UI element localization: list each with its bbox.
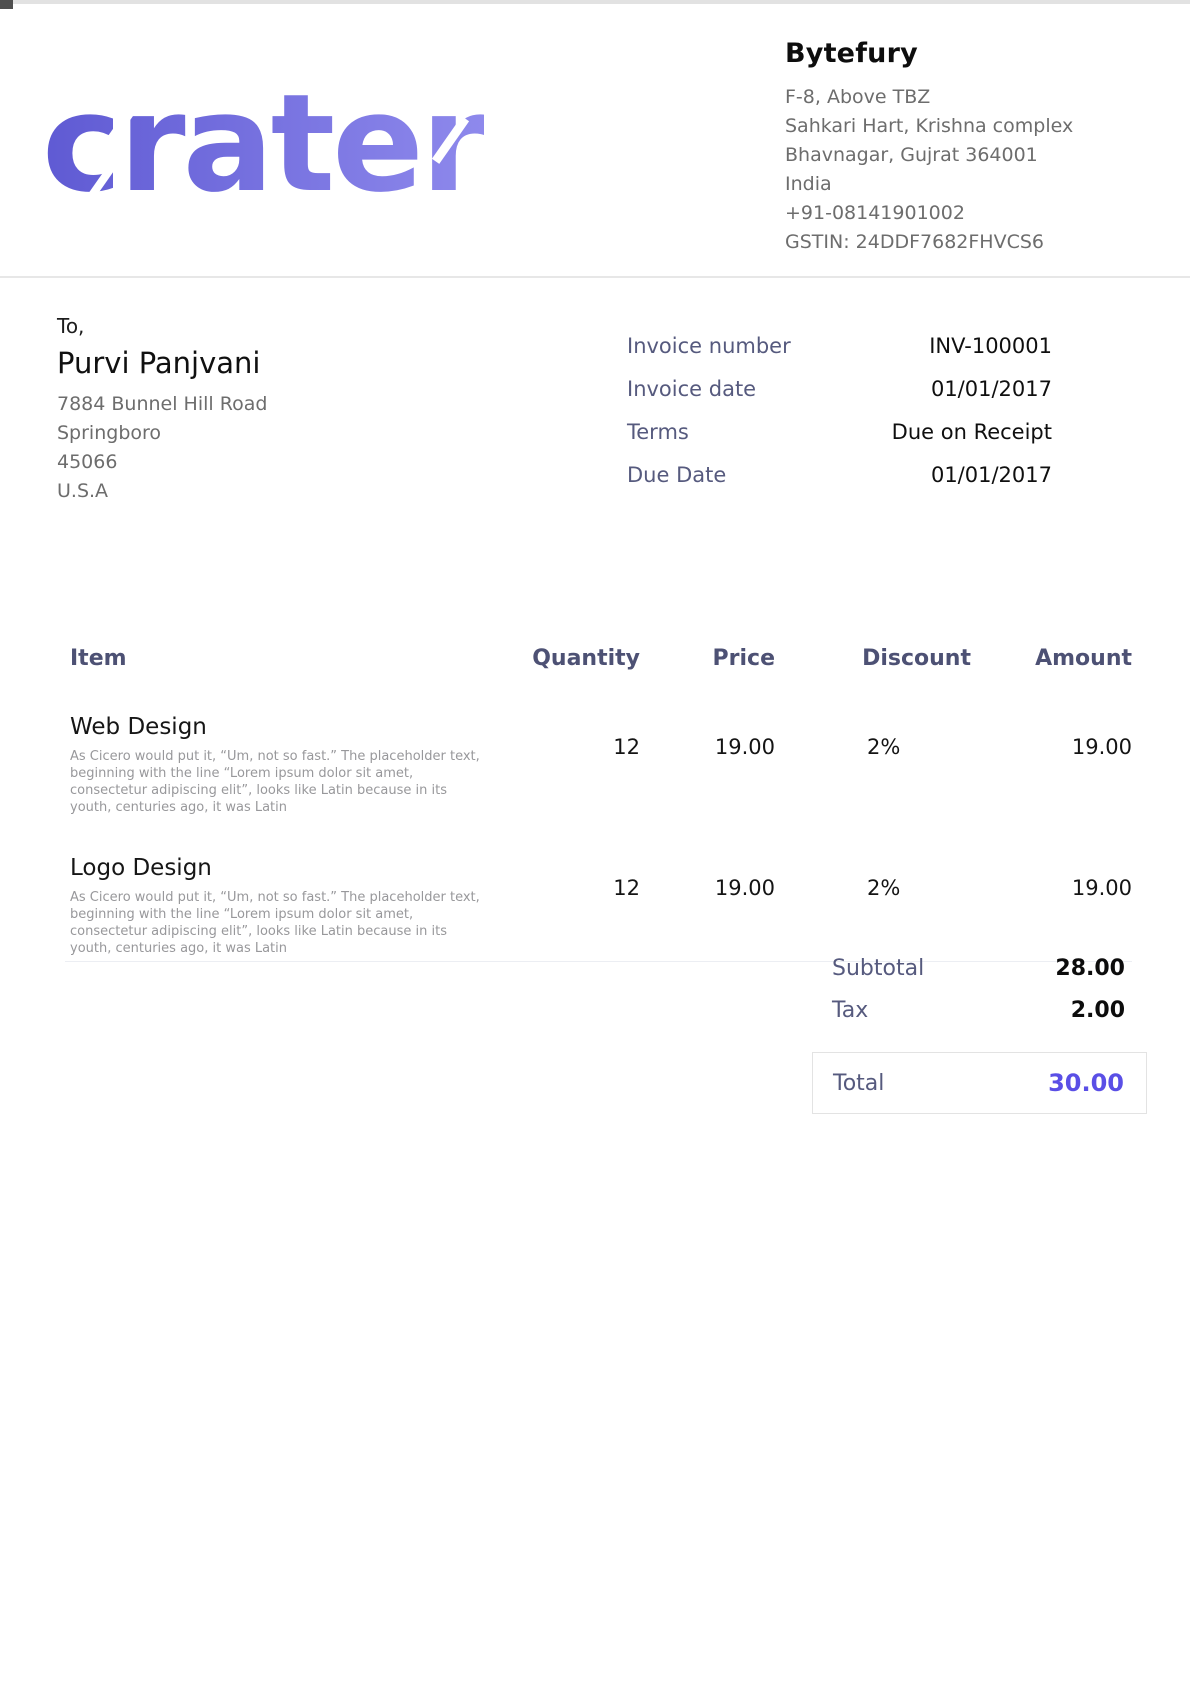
window-edge-artifact [0, 0, 1190, 4]
item-amount: 19.00 [1071, 876, 1132, 900]
invoice-number-label: Invoice number [627, 334, 791, 358]
company-gstin: GSTIN: 24DDF7682FHVCS6 [785, 231, 1044, 253]
company-address-line: India [785, 173, 832, 195]
totals-block: Subtotal 28.00 Tax 2.00 Total 30.00 [812, 956, 1147, 1114]
items-table: Item Quantity Price Discount Amount Web … [65, 646, 1132, 962]
item-cell: Logo Design As Cicero would put it, “Um,… [65, 852, 490, 957]
terms-value: Due on Receipt [891, 420, 1052, 444]
total-box: Total 30.00 [812, 1052, 1147, 1114]
item-name: Logo Design [70, 855, 212, 881]
crater-logo: crater [42, 76, 487, 211]
company-phone: +91-08141901002 [785, 202, 965, 224]
terms-label: Terms [627, 420, 689, 444]
customer-name: Purvi Panjvani [57, 346, 261, 380]
column-header-item: Item [70, 646, 127, 671]
customer-address-line: 7884 Bunnel Hill Road [57, 393, 268, 415]
crater-logo-text: crater [42, 65, 487, 222]
invoice-date-row: Invoice date 01/01/2017 [627, 377, 1052, 401]
header-divider [0, 276, 1190, 278]
item-description: As Cicero would put it, “Um, not so fast… [70, 890, 480, 956]
item-amount: 19.00 [1071, 735, 1132, 759]
customer-address-line: Springboro [57, 422, 162, 444]
items-table-header: Item Quantity Price Discount Amount [65, 646, 1132, 671]
customer-address-line: U.S.A [57, 480, 109, 502]
item-discount: 2% [867, 876, 901, 900]
item-discount: 2% [867, 735, 901, 759]
column-header-amount: Amount [1035, 646, 1132, 671]
tax-value: 2.00 [1070, 998, 1125, 1023]
due-date-row: Due Date 01/01/2017 [627, 463, 1052, 487]
invoice-meta: Invoice number INV-100001 Invoice date 0… [627, 334, 1052, 506]
table-row: Logo Design As Cicero would put it, “Um,… [65, 852, 1132, 957]
total-value: 30.00 [1048, 1069, 1124, 1097]
customer-address-line: 45066 [57, 451, 118, 473]
column-header-price: Price [712, 646, 775, 671]
subtotal-row: Subtotal 28.00 [812, 956, 1147, 981]
item-description: As Cicero would put it, “Um, not so fast… [70, 749, 480, 815]
tax-row: Tax 2.00 [812, 998, 1147, 1023]
due-date-label: Due Date [627, 463, 727, 487]
subtotal-label: Subtotal [832, 956, 925, 981]
company-address-line: Sahkari Hart, Krishna complex [785, 115, 1074, 137]
due-date-value: 01/01/2017 [930, 463, 1052, 487]
invoice-date-value: 01/01/2017 [930, 377, 1052, 401]
item-price: 19.00 [714, 735, 775, 759]
company-block: Bytefury F-8, Above TBZ Sahkari Hart, Kr… [785, 38, 1073, 257]
item-cell: Web Design As Cicero would put it, “Um, … [65, 711, 490, 816]
total-label: Total [833, 1070, 885, 1096]
item-quantity: 12 [613, 735, 640, 759]
invoice-date-label: Invoice date [627, 377, 757, 401]
bill-to-block: To, Purvi Panjvani 7884 Bunnel Hill Road… [57, 314, 267, 506]
item-quantity: 12 [613, 876, 640, 900]
column-header-quantity: Quantity [532, 646, 640, 671]
company-address-line: Bhavnagar, Gujrat 364001 [785, 144, 1038, 166]
customer-address: 7884 Bunnel Hill Road Springboro 45066 U… [57, 390, 267, 506]
tax-label: Tax [832, 998, 869, 1023]
item-name: Web Design [70, 714, 207, 740]
table-bottom-divider [65, 961, 1132, 962]
company-address-line: F-8, Above TBZ [785, 86, 931, 108]
column-header-discount: Discount [862, 646, 971, 671]
invoice-number-value: INV-100001 [929, 334, 1052, 358]
subtotal-value: 28.00 [1055, 956, 1125, 981]
table-row: Web Design As Cicero would put it, “Um, … [65, 711, 1132, 816]
company-address: F-8, Above TBZ Sahkari Hart, Krishna com… [785, 83, 1073, 257]
terms-row: Terms Due on Receipt [627, 420, 1052, 444]
item-price: 19.00 [714, 876, 775, 900]
corner-artifact [0, 0, 13, 9]
company-name: Bytefury [785, 38, 918, 69]
invoice-number-row: Invoice number INV-100001 [627, 334, 1052, 358]
bill-to-prefix: To, [57, 314, 85, 338]
